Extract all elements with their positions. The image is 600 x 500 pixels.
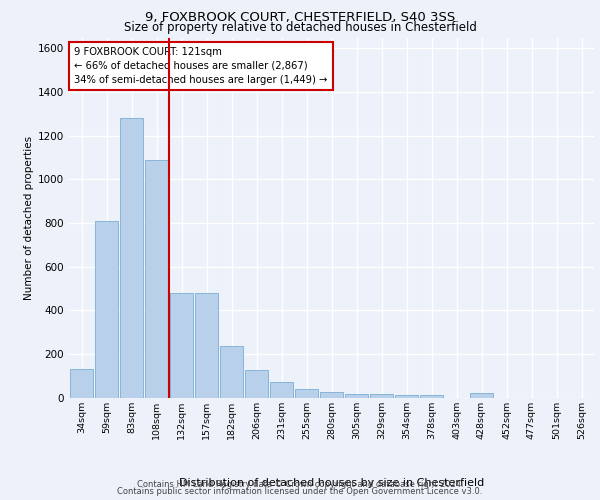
Bar xyxy=(245,370,268,398)
X-axis label: Distribution of detached houses by size in Chesterfield: Distribution of detached houses by size … xyxy=(179,478,484,488)
Bar xyxy=(395,395,418,398)
Bar xyxy=(195,293,218,398)
Bar xyxy=(320,392,343,398)
Bar xyxy=(295,389,318,398)
Bar xyxy=(70,369,93,398)
Text: 9 FOXBROOK COURT: 121sqm
← 66% of detached houses are smaller (2,867)
34% of sem: 9 FOXBROOK COURT: 121sqm ← 66% of detach… xyxy=(74,46,328,84)
Text: Contains HM Land Registry data © Crown copyright and database right 2024.: Contains HM Land Registry data © Crown c… xyxy=(137,480,463,489)
Text: 9, FOXBROOK COURT, CHESTERFIELD, S40 3SS: 9, FOXBROOK COURT, CHESTERFIELD, S40 3SS xyxy=(145,12,455,24)
Bar xyxy=(120,118,143,398)
Y-axis label: Number of detached properties: Number of detached properties xyxy=(24,136,34,300)
Bar xyxy=(420,395,443,398)
Text: Size of property relative to detached houses in Chesterfield: Size of property relative to detached ho… xyxy=(124,22,476,35)
Text: Contains public sector information licensed under the Open Government Licence v3: Contains public sector information licen… xyxy=(118,488,482,496)
Bar xyxy=(220,346,243,398)
Bar xyxy=(370,394,393,398)
Bar xyxy=(145,160,168,398)
Bar xyxy=(95,221,118,398)
Bar xyxy=(170,293,193,398)
Bar xyxy=(470,393,493,398)
Bar xyxy=(270,382,293,398)
Bar xyxy=(345,394,368,398)
